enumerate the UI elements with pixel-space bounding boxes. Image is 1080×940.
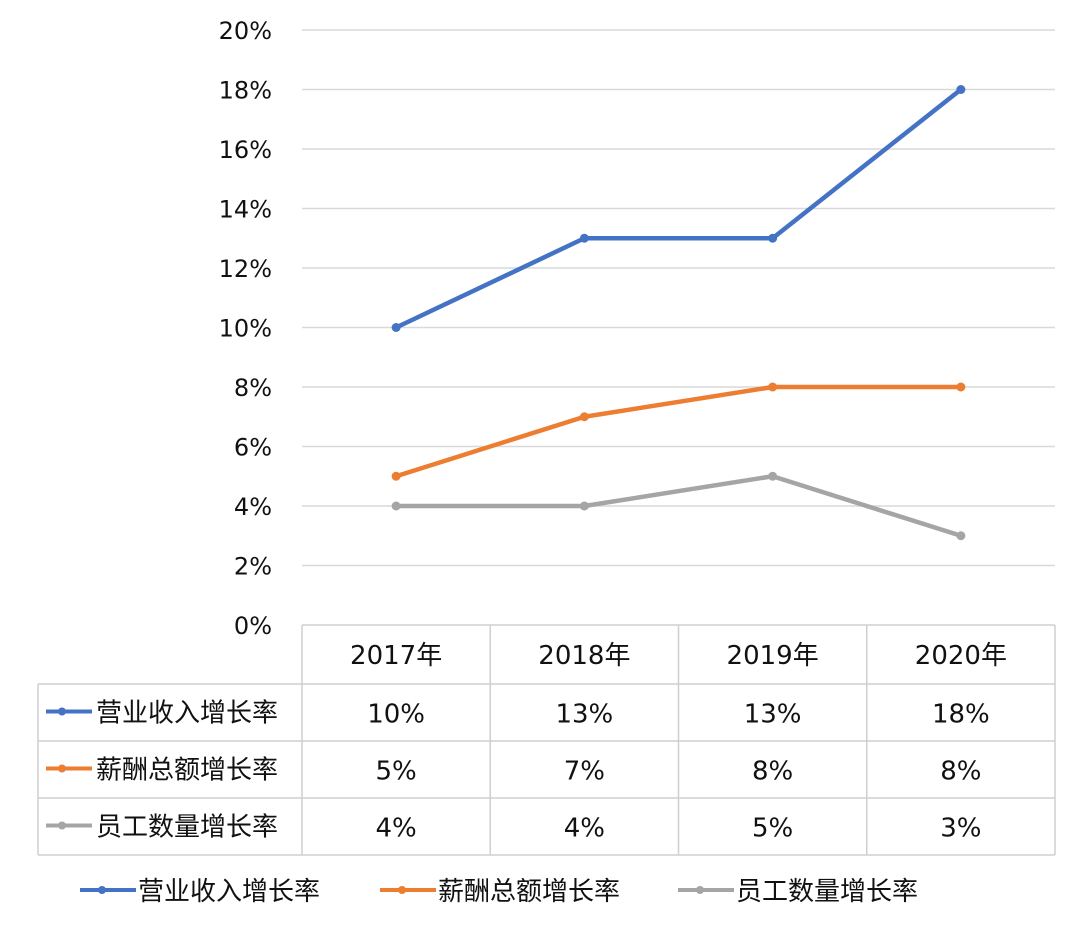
y-tick-label: 6% — [234, 434, 272, 462]
y-tick-label: 18% — [219, 77, 272, 105]
data-point — [956, 531, 966, 541]
table-series-name: 营业收入增长率 — [96, 699, 278, 729]
y-tick-label: 12% — [219, 255, 272, 283]
y-tick-label: 16% — [219, 136, 272, 164]
data-point — [391, 471, 401, 481]
series-line — [393, 474, 964, 538]
data-point — [956, 85, 966, 94]
y-tick-label: 0% — [234, 612, 272, 640]
table-series-name: 员工数量增长率 — [96, 813, 278, 843]
x-category-label: 2017年 — [350, 641, 442, 671]
series-line — [393, 384, 964, 479]
table-value: 13% — [555, 700, 613, 730]
table-legend-marker — [58, 821, 66, 830]
table-legend-marker — [58, 707, 66, 716]
x-category-label: 2018年 — [538, 641, 630, 671]
y-tick-label: 2% — [234, 553, 272, 581]
table-value: 7% — [564, 757, 605, 787]
series-lines — [391, 85, 966, 541]
legend-marker — [398, 886, 406, 894]
data-point — [391, 323, 401, 332]
y-tick-label: 10% — [219, 315, 272, 343]
table-value: 4% — [564, 814, 605, 844]
table-value: 4% — [376, 814, 417, 844]
y-tick-label: 20% — [219, 17, 272, 45]
legend: 营业收入增长率 薪酬总额增长率 员工数量增长率 — [80, 877, 918, 907]
x-category-label: 2019年 — [727, 641, 819, 671]
table-value: 5% — [752, 814, 793, 844]
legend-label: 营业收入增长率 — [138, 877, 320, 907]
y-tick-label: 14% — [219, 196, 272, 224]
table-value: 5% — [376, 757, 417, 787]
legend-marker — [696, 886, 704, 894]
y-tick-label: 4% — [234, 493, 272, 521]
data-point — [579, 233, 589, 243]
data-point — [768, 233, 778, 243]
series-line — [393, 87, 964, 330]
table-value: 8% — [940, 757, 981, 787]
legend-marker — [98, 886, 106, 894]
table-value: 13% — [744, 700, 802, 730]
table-legend-marker — [58, 764, 66, 773]
data-point — [579, 412, 589, 422]
table-value: 10% — [367, 700, 425, 730]
legend-label: 员工数量增长率 — [736, 877, 918, 907]
table-value: 3% — [940, 814, 981, 844]
y-axis-ticks: 0% 2% 4% 6% 8% 10% 12% 14% 16% 18% 20% — [219, 17, 272, 640]
data-point — [579, 501, 589, 511]
x-category-label: 2020年 — [915, 641, 1007, 671]
table-value: 18% — [932, 700, 990, 730]
data-point — [768, 382, 778, 392]
table-series-name: 薪酬总额增长率 — [96, 756, 278, 786]
legend-label: 薪酬总额增长率 — [438, 877, 620, 907]
data-point — [391, 501, 401, 511]
y-tick-label: 8% — [234, 374, 272, 402]
table-value: 8% — [752, 757, 793, 787]
data-point — [768, 471, 778, 481]
data-point — [956, 382, 966, 392]
gridlines — [302, 29, 1055, 567]
